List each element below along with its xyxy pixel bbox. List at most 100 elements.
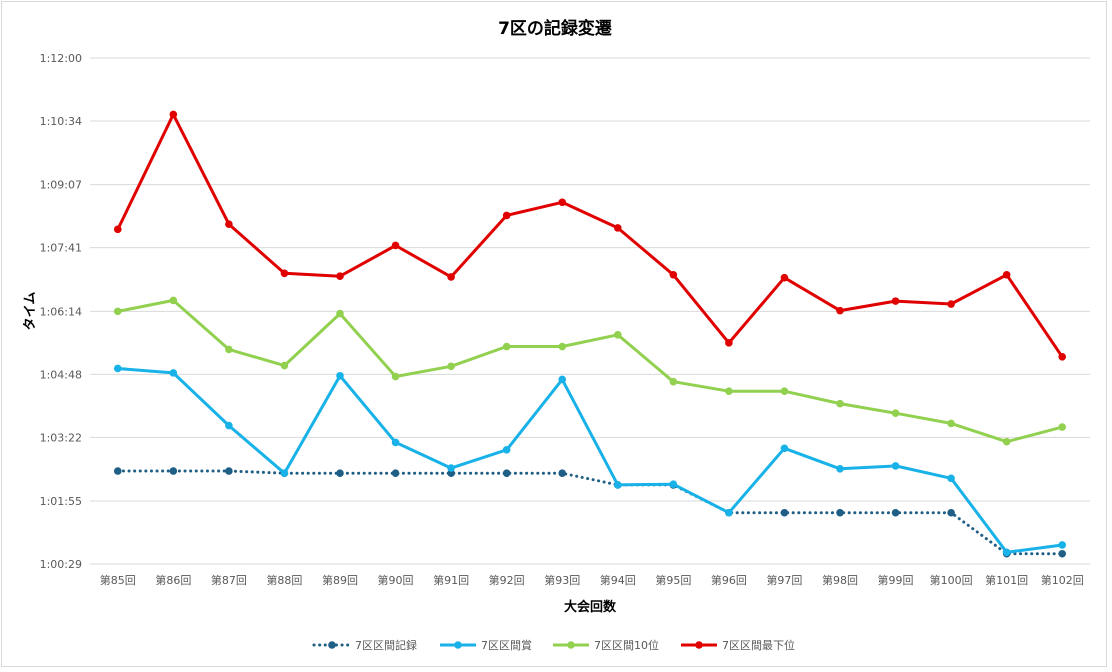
data-point xyxy=(613,330,622,339)
series-group xyxy=(113,110,1067,558)
legend-swatch-marker xyxy=(695,641,703,649)
data-point xyxy=(947,300,955,308)
y-tick-label: 1:06:14 xyxy=(40,305,82,318)
data-point xyxy=(1058,541,1067,549)
data-point xyxy=(1002,437,1011,446)
data-point xyxy=(169,296,178,305)
x-tick-label: 第96回 xyxy=(711,573,747,587)
data-point xyxy=(669,377,678,386)
series-3 xyxy=(113,296,1067,446)
x-tick-label: 第88回 xyxy=(266,573,302,587)
data-point xyxy=(725,387,733,395)
data-point xyxy=(225,345,233,354)
data-point xyxy=(947,508,955,517)
data-point xyxy=(1058,352,1067,361)
data-point xyxy=(836,465,844,473)
data-point xyxy=(558,375,567,384)
data-point xyxy=(780,444,789,453)
series-line xyxy=(116,112,1064,358)
series-line xyxy=(117,298,1063,444)
data-point xyxy=(280,269,289,278)
data-point xyxy=(725,339,733,347)
data-point xyxy=(391,372,400,381)
legend-item: 7区区間賞 xyxy=(440,639,532,652)
data-point xyxy=(447,362,455,371)
data-point xyxy=(669,480,678,488)
y-axis-ticks: 1:00:29 1:01:55 1:03:22 1:04:48 1:06:14 1:07:… xyxy=(40,52,82,571)
data-point xyxy=(336,309,344,318)
data-point xyxy=(780,508,789,517)
y-tick-label: 1:07:41 xyxy=(40,242,82,255)
y-tick-label: 1:00:29 xyxy=(40,558,82,571)
data-point xyxy=(336,469,344,477)
data-point xyxy=(169,110,178,119)
y-axis-title: タイム xyxy=(23,292,38,331)
x-tick-label: 第99回 xyxy=(878,573,914,587)
data-point xyxy=(1058,549,1067,558)
x-tick-label: 第90回 xyxy=(378,573,414,587)
x-tick-label: 第100回 xyxy=(930,573,973,587)
chart-title: 7区の記録変遷 xyxy=(498,19,612,39)
data-point xyxy=(391,241,400,250)
data-point xyxy=(1002,548,1011,557)
data-point xyxy=(336,372,344,380)
legend-label: 7区区間記録 xyxy=(355,638,417,652)
data-point xyxy=(502,469,511,477)
x-axis-title: 大会回数 xyxy=(564,599,617,615)
x-axis-ticks: 第85回 第86回 第87回 第88回 第89回 第90回 第91回 第92回 第93回 第94回… xyxy=(100,573,1084,587)
y-tick-label: 1:04:48 xyxy=(40,368,82,381)
data-point xyxy=(391,438,400,447)
data-point xyxy=(113,307,122,316)
data-point xyxy=(113,225,122,234)
legend-label: 7区区間10位 xyxy=(594,638,659,652)
x-tick-label: 第101回 xyxy=(985,573,1028,587)
data-point xyxy=(669,270,678,279)
series-2 xyxy=(113,364,1067,557)
data-point xyxy=(447,273,455,281)
y-tick-label: 1:03:22 xyxy=(40,431,82,444)
data-point xyxy=(1058,423,1067,431)
data-point xyxy=(891,462,900,470)
legend-item: 7区区間10位 xyxy=(553,638,659,652)
x-tick-label: 第91回 xyxy=(433,573,469,587)
data-point xyxy=(280,469,289,477)
x-tick-label: 第85回 xyxy=(100,573,136,587)
legend-swatch-marker xyxy=(328,641,336,649)
data-point xyxy=(836,306,844,315)
data-point xyxy=(391,469,400,477)
y-tick-label: 1:10:34 xyxy=(40,115,82,128)
data-point xyxy=(891,508,900,517)
data-point xyxy=(558,198,567,207)
data-point xyxy=(836,399,844,408)
series-line xyxy=(117,367,1063,554)
y-tick-label: 1:09:07 xyxy=(40,179,82,192)
data-point xyxy=(780,273,789,282)
data-point xyxy=(113,467,122,475)
x-tick-label: 第93回 xyxy=(544,573,580,587)
data-point xyxy=(1002,270,1011,279)
data-point xyxy=(225,220,233,229)
data-point xyxy=(947,474,955,483)
legend-swatch-marker xyxy=(454,641,462,649)
data-point xyxy=(225,467,233,475)
x-tick-label: 第98回 xyxy=(822,573,858,587)
gridlines xyxy=(90,57,1090,565)
data-point xyxy=(502,445,511,454)
y-tick-label: 1:01:55 xyxy=(40,495,82,508)
data-point xyxy=(558,342,567,351)
legend-item: 7区区間最下位 xyxy=(681,638,795,652)
data-point xyxy=(725,508,733,517)
legend-label: 7区区間賞 xyxy=(481,639,532,652)
x-tick-label: 第89回 xyxy=(322,573,358,587)
x-tick-label: 第97回 xyxy=(766,573,802,587)
data-point xyxy=(502,211,511,220)
data-point xyxy=(836,508,844,517)
data-point xyxy=(558,469,567,477)
data-point xyxy=(113,364,122,373)
data-point xyxy=(169,467,178,475)
x-tick-label: 第86回 xyxy=(155,573,191,587)
data-point xyxy=(613,481,622,489)
legend-swatch-marker xyxy=(567,641,575,649)
